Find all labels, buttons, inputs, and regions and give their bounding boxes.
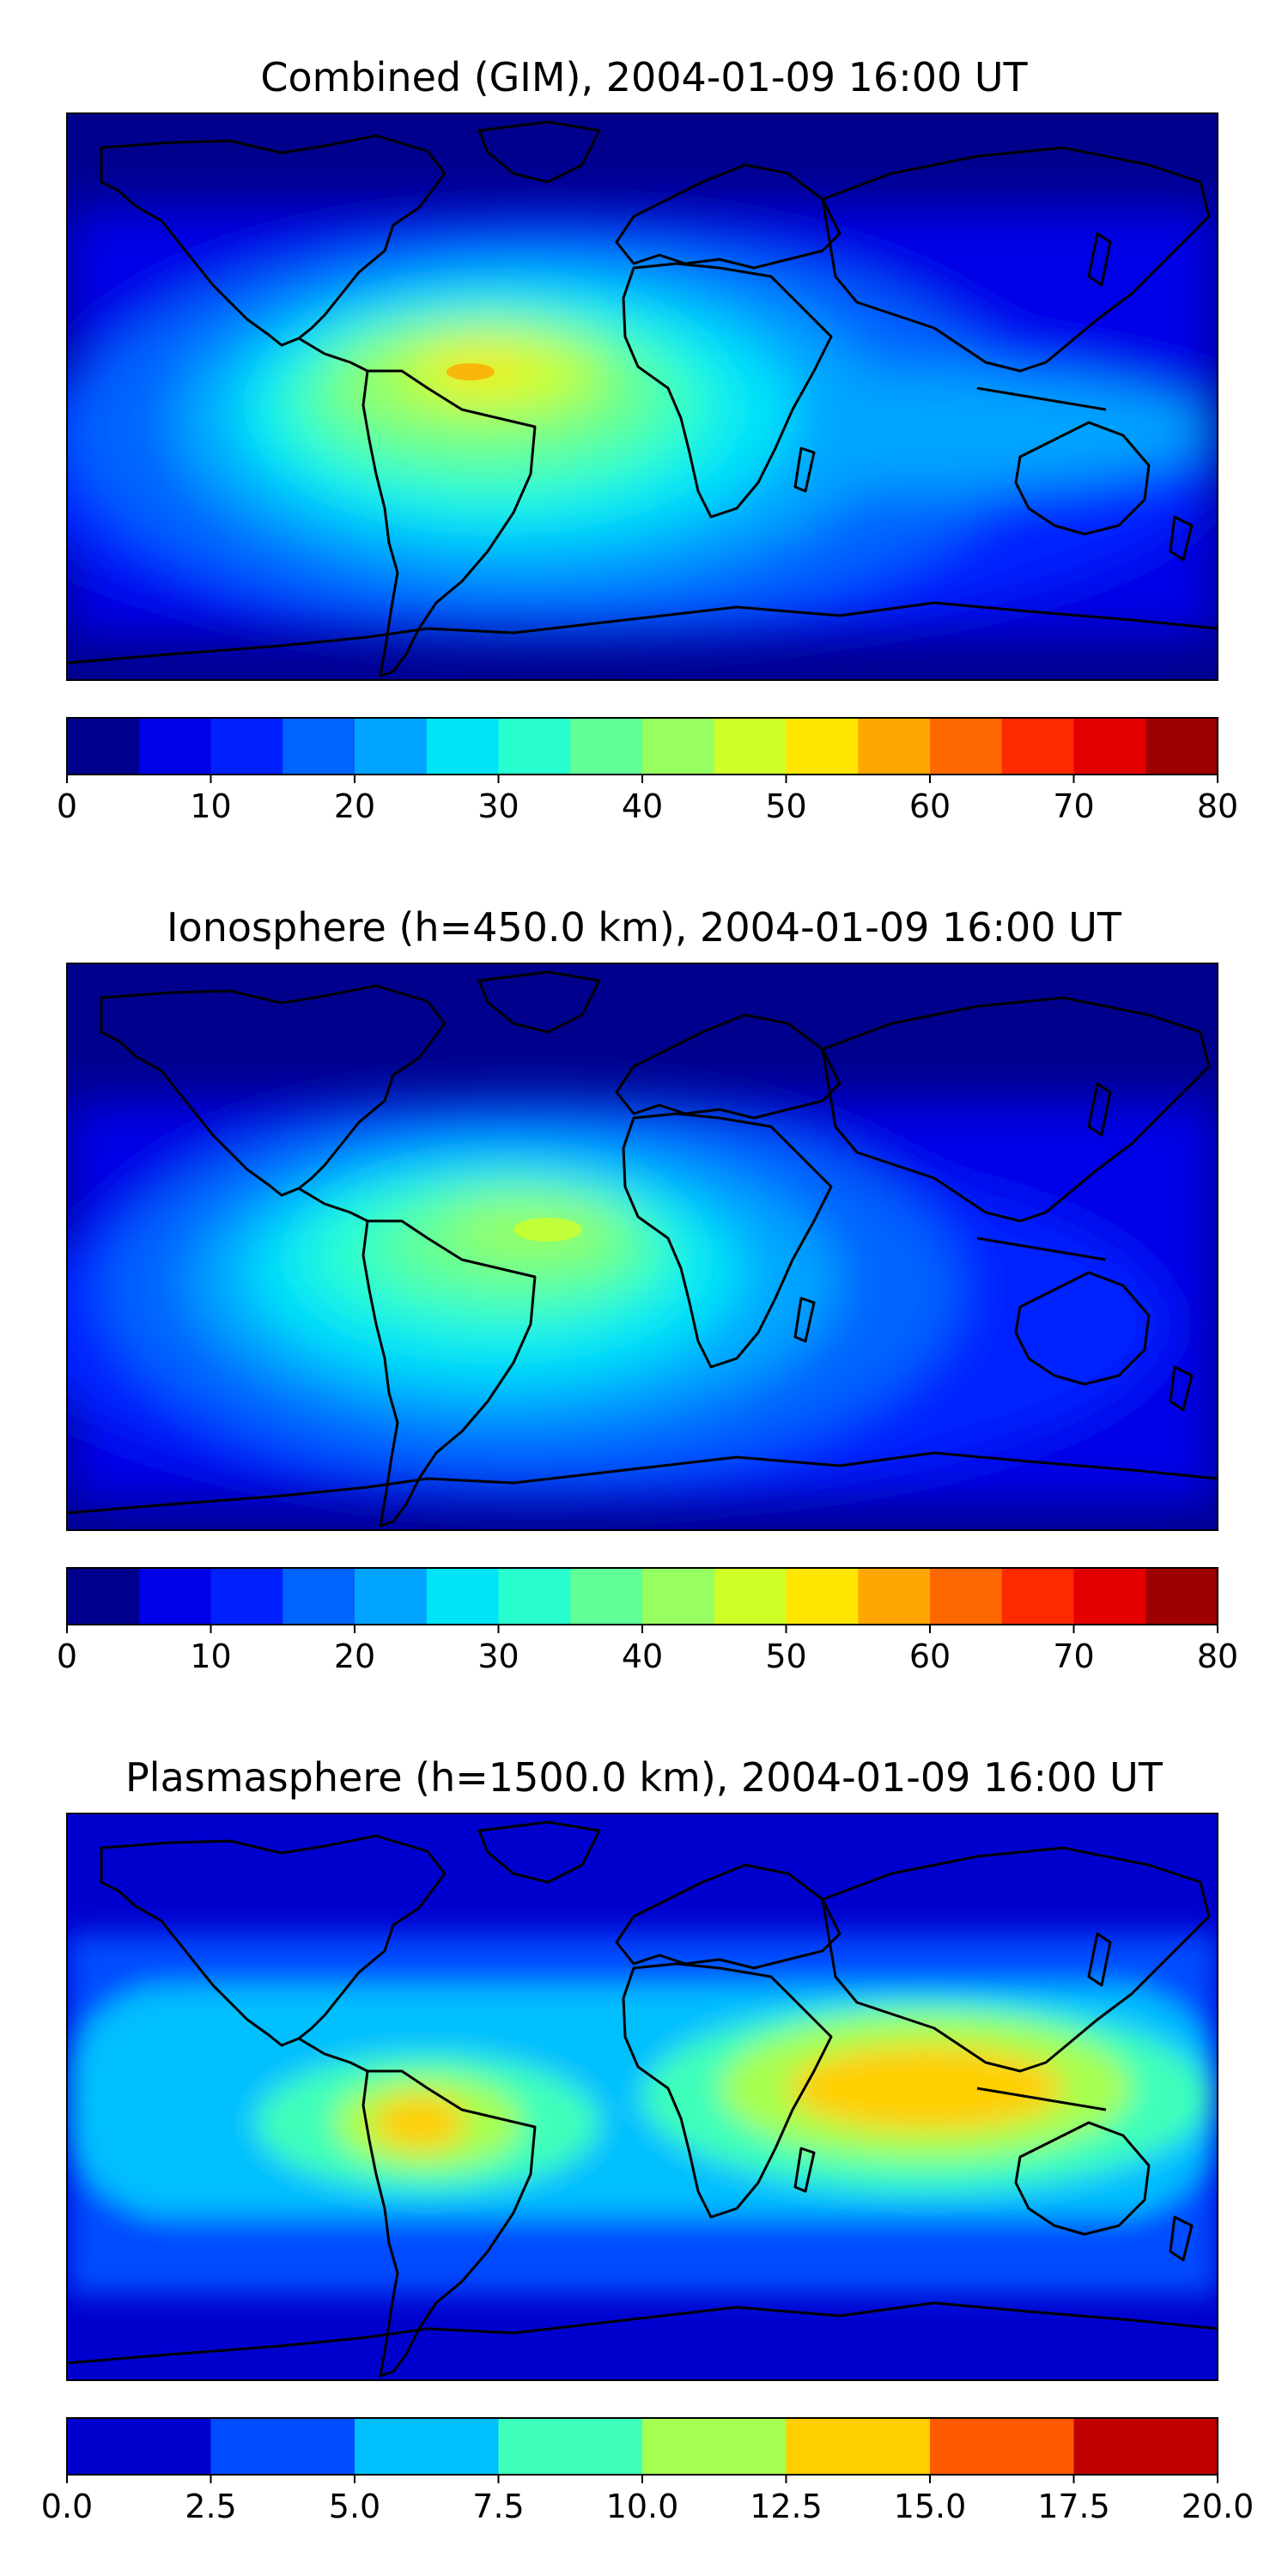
colorbar-segment [283,1568,355,1625]
colorbar-segment [930,718,1003,775]
colorbar-segment [283,718,355,775]
colorbar-segment [642,1568,715,1625]
colorbar-segment [498,2418,643,2475]
map-frame [66,1813,1218,2381]
colorbar-segment [138,1568,211,1625]
colorbar-segment [1145,1568,1218,1625]
colorbar-tick-label: 10 [190,787,231,825]
colorbar-segment [355,2418,499,2475]
panel-title: Combined (GIM), 2004-01-09 16:00 UT [260,54,1028,100]
colorbar-tick-label: 15.0 [894,2488,967,2525]
colorbar-segment [498,1568,571,1625]
colorbar-segment [786,718,859,775]
colorbar-segment [930,1568,1003,1625]
colorbar-tick-label: 50 [765,1637,806,1675]
colorbar-segment [1073,1568,1146,1625]
colorbar-tick-label: 5.0 [329,2488,380,2525]
colorbar-segment [1001,718,1074,775]
colorbar-tick-label: 17.5 [1037,2488,1110,2525]
colorbar-segment [714,718,787,775]
colorbar-tick-label: 0.0 [41,2488,93,2525]
tec-map [66,1813,1218,2381]
colorbar-segment [67,1568,140,1625]
colorbar-segment [1001,1568,1074,1625]
colorbar-tick-label: 50 [765,787,806,825]
colorbar-segment [210,2418,355,2475]
colorbar: 0 10 20 30 40 50 60 70 80 [57,717,1238,825]
colorbar-segment [355,718,428,775]
colorbar-segment [858,718,931,775]
panel-combined: Combined (GIM), 2004-01-09 16:00 UT [57,54,1238,825]
colorbar-segment [355,1568,428,1625]
colorbar: 0 10 20 30 40 50 60 70 80 [57,1567,1238,1675]
colorbar-segment [786,2418,931,2475]
map-frame [66,112,1218,681]
panel-title: Ionosphere (h=450.0 km), 2004-01-09 16:0… [167,904,1122,951]
colorbar-segment [786,1568,859,1625]
colorbar-segment [858,1568,931,1625]
colorbar-segment [138,718,211,775]
colorbar-segment [570,1568,643,1625]
colorbar-tick-label: 2.5 [185,2488,236,2525]
panel-ionosphere: Ionosphere (h=450.0 km), 2004-01-09 16:0… [57,904,1238,1675]
colorbar-tick-label: 10.0 [606,2488,679,2525]
tec-map [66,112,1218,681]
colorbar-tick-label: 80 [1197,787,1238,825]
colorbar-tick-label: 7.5 [472,2488,524,2525]
panel-title: Plasmasphere (h=1500.0 km), 2004-01-09 1… [125,1754,1163,1801]
colorbar-tick-label: 0 [57,1637,77,1675]
map-frame [66,963,1218,1531]
tec-map [66,963,1218,1531]
colorbar-tick-label: 60 [909,787,951,825]
colorbar-tick-label: 0 [57,787,77,825]
colorbar-tick-label: 40 [622,787,663,825]
colorbar-segment [570,718,643,775]
colorbar-tick-label: 70 [1053,1637,1094,1675]
colorbar-tick-label: 10 [190,1637,231,1675]
colorbar-segment [1145,718,1218,775]
colorbar-tick-label: 30 [477,787,519,825]
colorbar-tick-label: 60 [909,1637,951,1675]
colorbar-tick-label: 40 [622,1637,663,1675]
colorbar-segment [642,2418,787,2475]
colorbar-tick-label: 80 [1197,1637,1238,1675]
colorbar-segment [426,1568,499,1625]
colorbar-segment [426,718,499,775]
colorbar-segment [930,2418,1074,2475]
colorbar-segment [1073,2418,1218,2475]
colorbar-tick-label: 20.0 [1182,2488,1255,2525]
colorbar-segment [210,1568,283,1625]
colorbar-segment [67,718,140,775]
colorbar-segment [1073,718,1146,775]
colorbar-segment [714,1568,787,1625]
colorbar-segment [498,718,571,775]
panel-plasmasphere: Plasmasphere (h=1500.0 km), 2004-01-09 1… [41,1754,1255,2525]
colorbar-tick-label: 20 [334,787,375,825]
colorbar: 0.0 2.5 5.0 7.5 10.0 12.5 15.0 17.5 20.0 [41,2417,1255,2525]
colorbar-segment [67,2418,211,2475]
colorbar-tick-label: 12.5 [750,2488,823,2525]
colorbar-tick-label: 30 [477,1637,519,1675]
colorbar-tick-label: 70 [1053,787,1094,825]
colorbar-segment [642,718,715,775]
colorbar-segment [210,718,283,775]
colorbar-tick-label: 20 [334,1637,375,1675]
